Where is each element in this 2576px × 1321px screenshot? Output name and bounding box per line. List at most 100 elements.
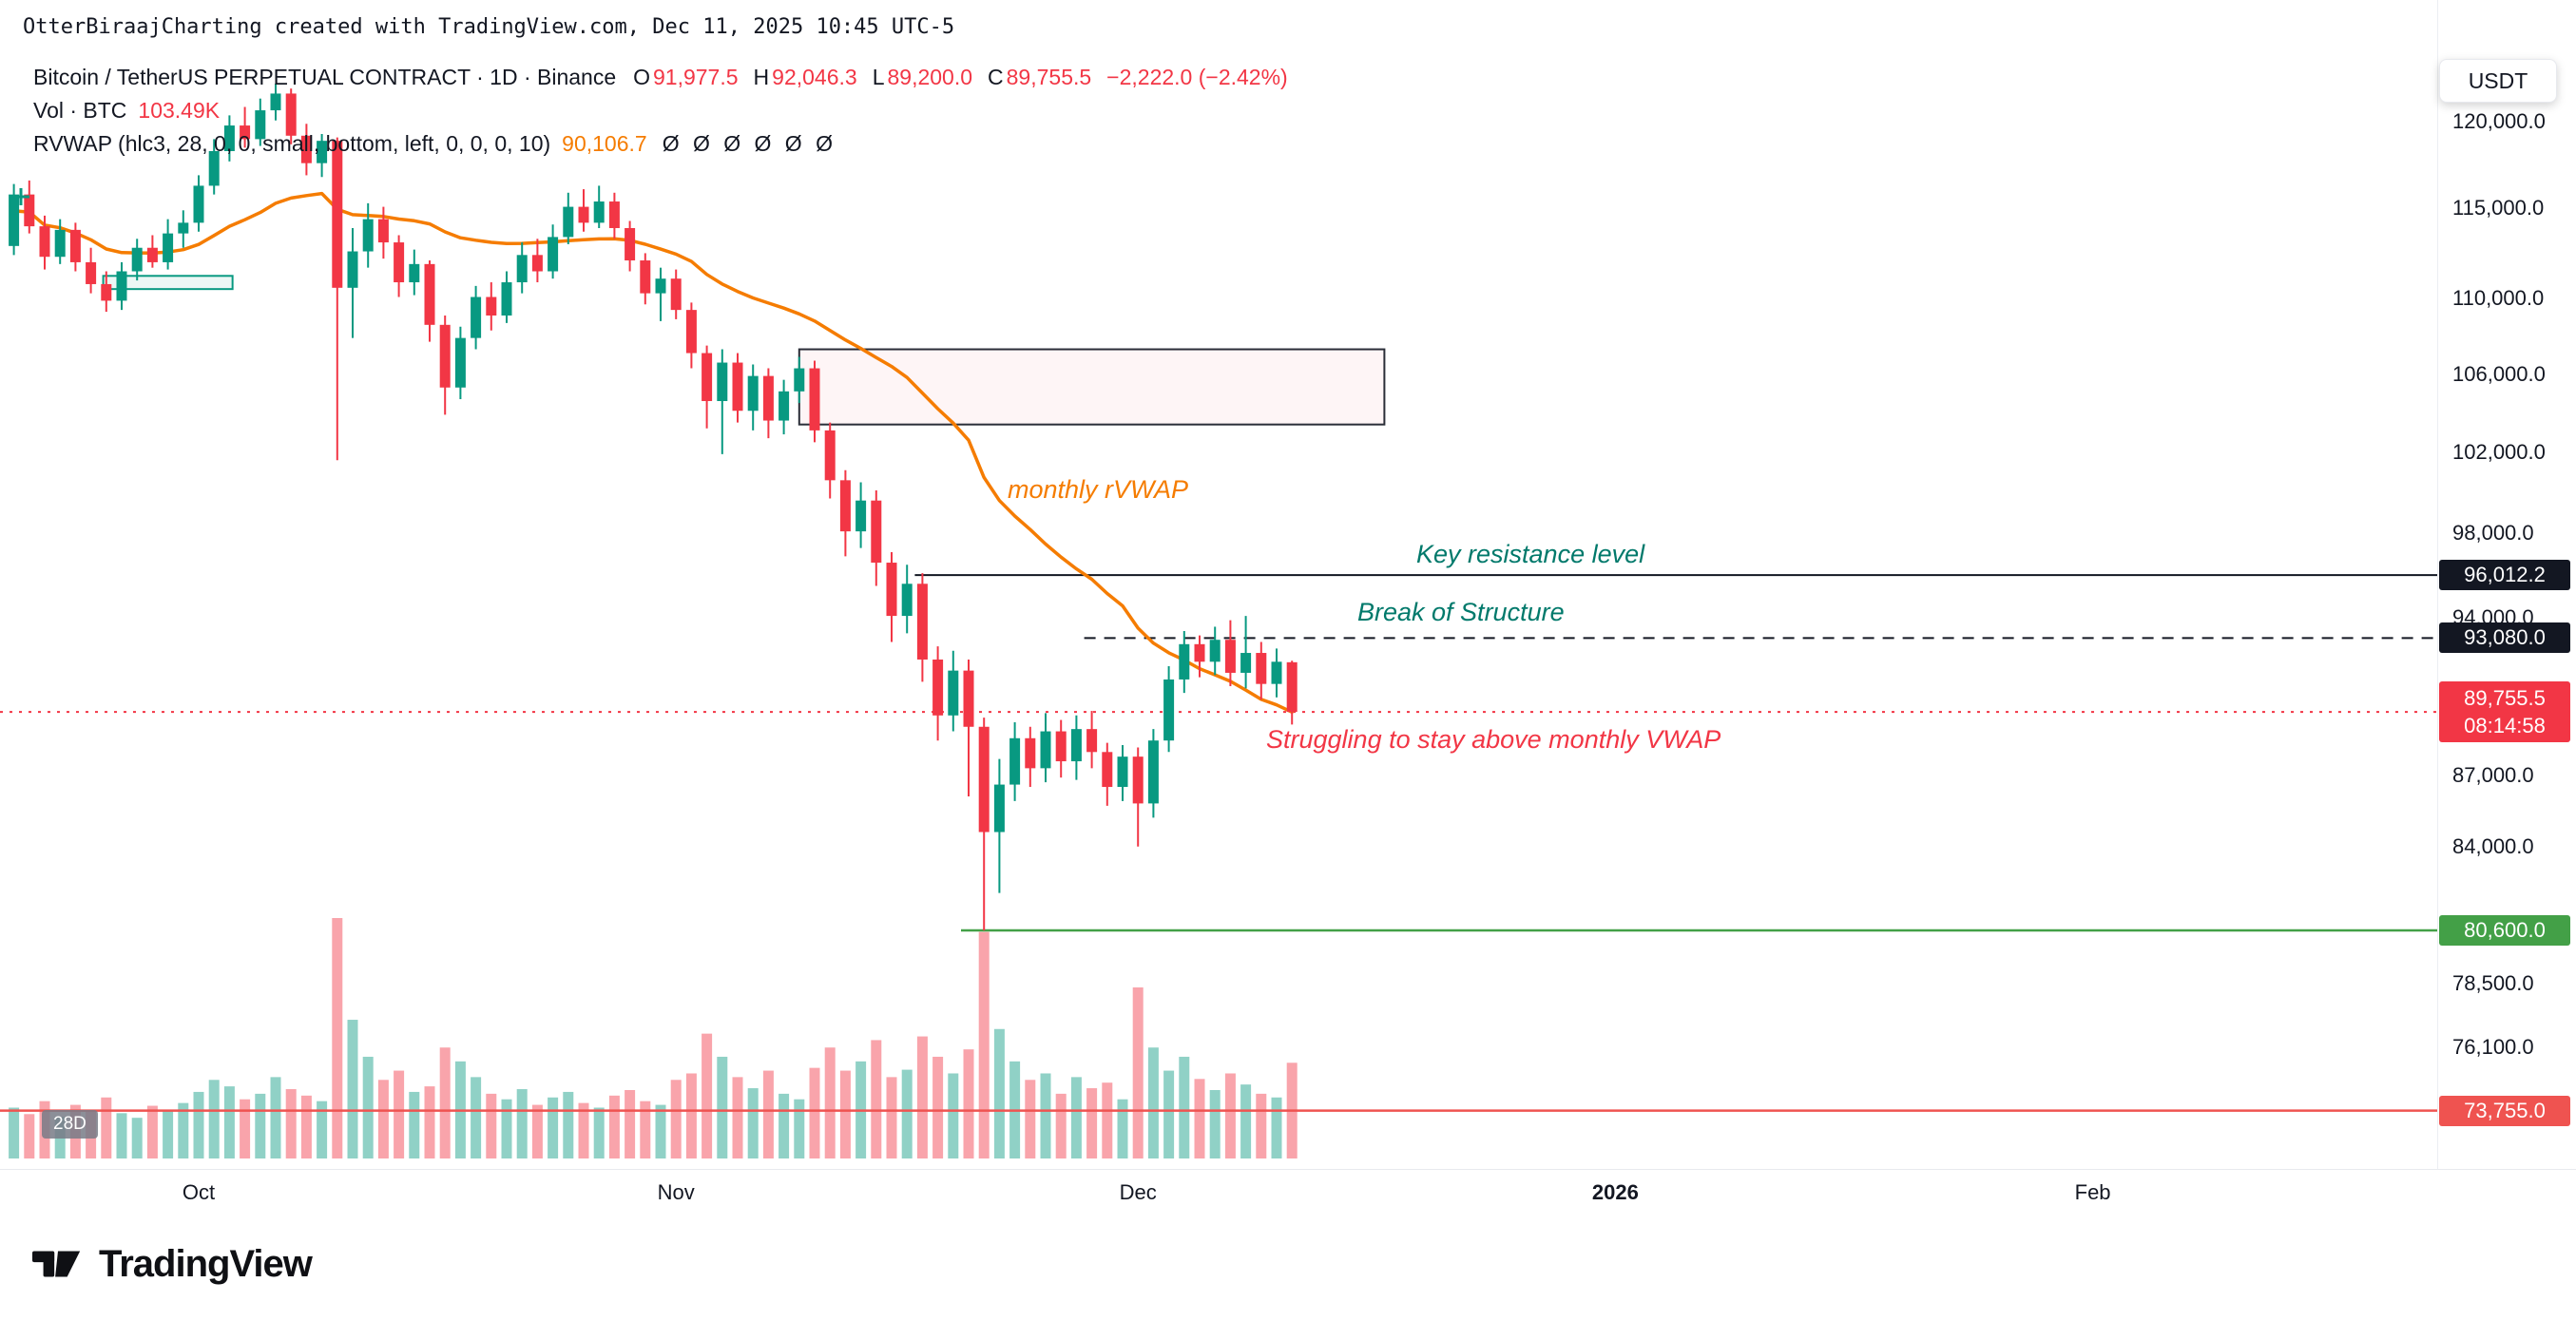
volume-bar (655, 1104, 666, 1158)
candle-body (54, 229, 66, 258)
candle-body (702, 353, 713, 402)
volume-bar (531, 1104, 543, 1158)
volume-bar (762, 1070, 774, 1158)
volume-bar (240, 1099, 251, 1158)
candle-body (963, 670, 974, 727)
currency-toggle-button[interactable]: USDT (2439, 59, 2557, 103)
price-tick: 120,000.0 (2452, 109, 2546, 134)
volume-bar (670, 1080, 682, 1158)
volume-bar (424, 1086, 435, 1158)
candle-body (824, 430, 836, 481)
volume-bar (486, 1093, 497, 1158)
volume-bar (1025, 1080, 1036, 1158)
volume-bar (516, 1089, 528, 1158)
price-tick: 76,100.0 (2452, 1034, 2534, 1059)
candle-body (685, 310, 697, 354)
zone-box (798, 348, 1386, 426)
volume-bar (1147, 1047, 1159, 1158)
volume-bar (347, 1020, 358, 1158)
volume-bar (1102, 1082, 1113, 1158)
volume-bar (1224, 1073, 1236, 1158)
volume-bar (300, 1095, 312, 1158)
candle-body (717, 362, 728, 402)
candle-body (1224, 640, 1236, 673)
candle-body (439, 324, 451, 388)
ohlc-high-value: 92,046.3 (772, 65, 857, 89)
candle-body (193, 185, 204, 223)
candle-body (747, 375, 759, 412)
ohlc-close-label: C (988, 65, 1004, 89)
candle-body (608, 201, 620, 228)
candle-body (531, 255, 543, 272)
candle-body (471, 297, 482, 338)
volume-bar (948, 1073, 959, 1158)
candle-body (332, 141, 343, 288)
volume-bar (932, 1056, 944, 1158)
volume-legend[interactable]: Vol · BTC 103.49K (33, 94, 1303, 127)
candle-body (1209, 640, 1221, 662)
volume-bar (317, 1101, 328, 1158)
volume-bar (9, 1107, 20, 1158)
candle-body (809, 368, 820, 431)
candle-body (1163, 679, 1175, 741)
tradingview-logo[interactable]: TradingView (32, 1241, 313, 1287)
candle-body (1117, 756, 1128, 788)
volume-bar (131, 1118, 143, 1158)
rvwap-legend[interactable]: RVWAP (hlc3, 28, 0, 0, small, bottom, le… (33, 127, 1303, 161)
candle-body (516, 255, 528, 283)
volume-bar (963, 1049, 974, 1158)
candle-body (563, 206, 574, 238)
tradingview-logotext: TradingView (99, 1242, 313, 1285)
candle-body (1147, 740, 1159, 804)
candle-body (501, 282, 512, 316)
ohlc-open-label: O (633, 65, 650, 89)
volume-bar (608, 1095, 620, 1158)
rvwap-label: RVWAP (hlc3, 28, 0, 0, small, bottom, le… (33, 131, 551, 156)
volume-bar (101, 1097, 112, 1158)
volume-bar (362, 1056, 374, 1158)
candle-body (932, 659, 944, 716)
price-level-label: 73,755.0 (2439, 1095, 2570, 1126)
candle-body (548, 237, 559, 272)
volume-bar (1086, 1088, 1098, 1158)
symbol-legend[interactable]: Bitcoin / TetherUS PERPETUAL CONTRACT · … (33, 61, 1303, 94)
volume-bar (916, 1036, 928, 1158)
time-axis-separator (0, 1169, 2576, 1170)
price-tick: 98,000.0 (2452, 521, 2534, 546)
candle-body (9, 194, 20, 246)
volume-bar (685, 1073, 697, 1158)
volume-bar (501, 1099, 512, 1158)
ohlc-low-value: 89,200.0 (887, 65, 973, 89)
time-tick: Oct (182, 1180, 216, 1204)
candle-body (794, 368, 805, 392)
volume-bar (871, 1040, 882, 1158)
chart-canvas[interactable] (0, 0, 2576, 1216)
candle-body (948, 670, 959, 716)
volume-bar (1194, 1079, 1205, 1158)
candle-body (901, 584, 913, 617)
candle-body (24, 194, 35, 227)
candle-body (993, 784, 1005, 833)
candle-body (424, 263, 435, 325)
candle-body (285, 93, 297, 136)
candle-body (1070, 729, 1082, 762)
candle-body (855, 500, 867, 532)
price-chart[interactable] (0, 0, 2576, 1216)
candle-body (1132, 756, 1144, 804)
volume-bar (625, 1089, 636, 1158)
chart-legend: Bitcoin / TetherUS PERPETUAL CONTRACT · … (33, 61, 1303, 161)
volume-bar (208, 1080, 220, 1158)
candle-body (270, 93, 281, 111)
volume-bar (146, 1105, 158, 1158)
volume-bar (732, 1077, 743, 1158)
candle-body (116, 271, 127, 301)
candle-body (486, 297, 497, 316)
ohlc-low-label: L (872, 65, 885, 89)
volume-bar (779, 1093, 790, 1158)
candle-body (640, 260, 651, 294)
volume-bar (901, 1069, 913, 1158)
price-axis[interactable]: 120,000.0 115,000.0 110,000.0 106,000.0 102,… (0, 0, 2576, 1216)
candle-body (163, 233, 174, 262)
time-axis[interactable]: Oct Nov Dec 2026 Feb (0, 0, 2576, 1216)
volume-bar (548, 1097, 559, 1158)
